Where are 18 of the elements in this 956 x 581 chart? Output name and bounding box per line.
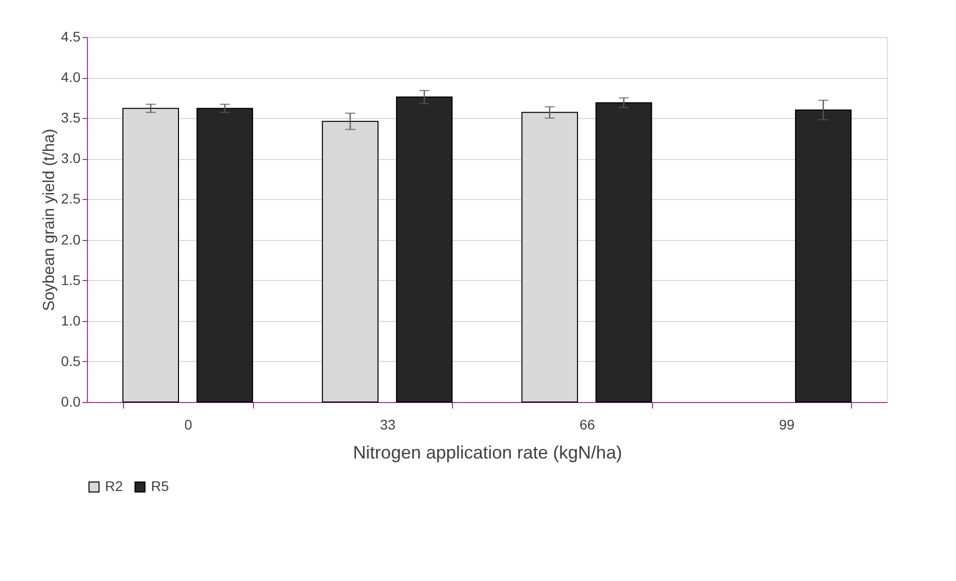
y-tick-label: 4.0 [61,69,81,86]
y-axis-title: Soybean grain yield (t/ha) [41,128,58,312]
y-tick-label: 1.0 [61,312,81,328]
y-tick-label: 2.5 [61,190,81,207]
y-tick-label: 2.0 [61,231,81,248]
y-tick-label: 4.5 [61,28,81,44]
y-tick-label: 3.5 [61,110,81,126]
y-tick-label: 0.0 [61,394,81,410]
y-tick-label: 1.5 [61,272,81,288]
y-tick-label: 0.5 [61,352,81,369]
y-tick-label: 3.0 [61,150,81,166]
legend-label: R5 [151,478,170,494]
x-axis-title: Nitrogen application rate (kgN/ha) [352,442,622,462]
x-tick-label: 66 [579,416,596,432]
x-tick-label: 99 [778,416,795,432]
x-tick-label: 33 [380,416,396,432]
x-tick-label: 0 [184,416,192,432]
legend-label: R2 [105,478,124,494]
